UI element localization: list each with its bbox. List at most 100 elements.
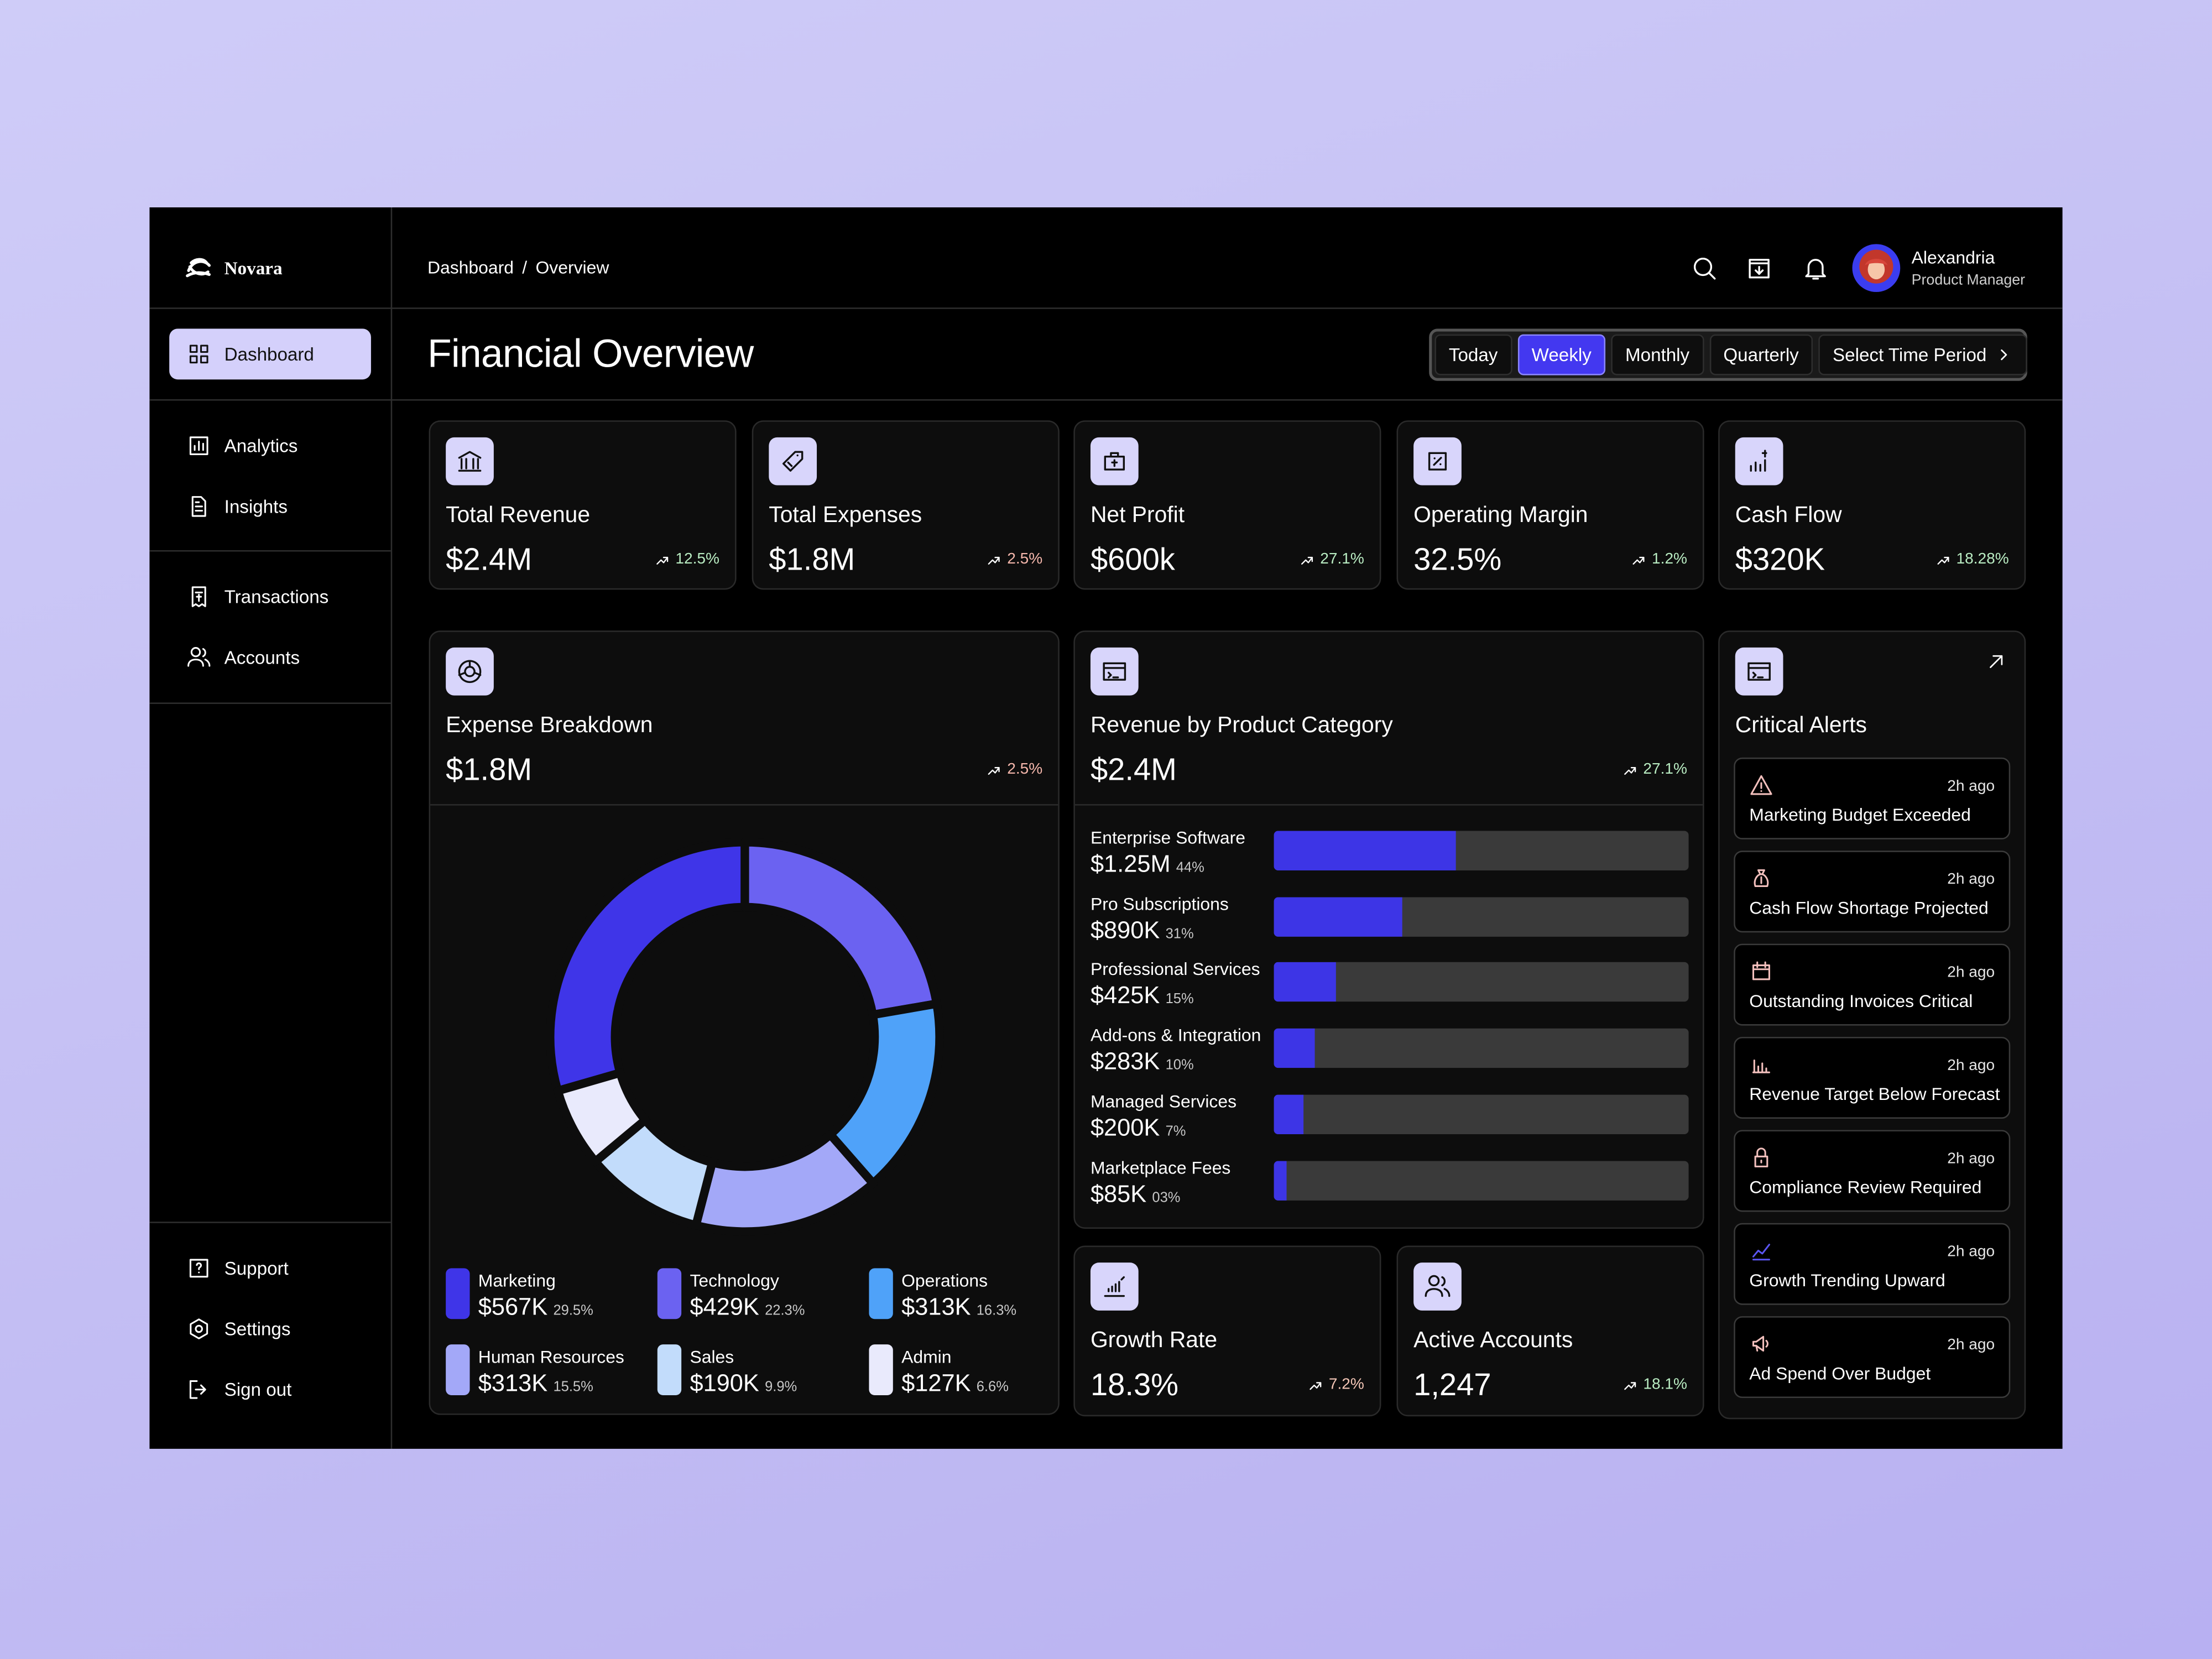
nav-item[interactable]: Transactions <box>169 571 371 622</box>
metric-label: Net Profit <box>1090 503 1185 528</box>
category-percent: 44% <box>1176 860 1204 877</box>
time-filter-button[interactable]: Monthly <box>1611 334 1704 375</box>
legend-swatch <box>869 1268 893 1319</box>
nav-icon <box>191 586 206 607</box>
nav-footer-item[interactable]: Support <box>169 1243 371 1293</box>
user-role: Product Manager <box>1911 272 2026 289</box>
icon-badge <box>1090 437 1139 486</box>
avatar[interactable] <box>1851 243 1902 294</box>
nav-item[interactable]: Analytics <box>169 420 371 471</box>
legend-amount: $313K <box>478 1370 548 1397</box>
icon-badge <box>1090 1262 1139 1311</box>
alert-item[interactable]: 2h ago Outstanding Invoices Critical <box>1734 943 2011 1026</box>
category-amount: $1.25M <box>1090 851 1171 878</box>
nav-icon <box>189 436 208 455</box>
time-filter-label: Weekly <box>1531 344 1592 366</box>
time-filter-group: Today Weekly Monthly Quarterly Select Time P… <box>1429 328 2028 381</box>
legend-amount: $127K <box>901 1370 971 1397</box>
legend-percent: 15.5% <box>553 1379 593 1395</box>
category-label: Professional Services <box>1090 959 1260 980</box>
nav-label: Settings <box>224 1318 291 1340</box>
header-icon-search[interactable] <box>1690 254 1718 282</box>
bar-track <box>1274 1160 1689 1200</box>
badge-icon-glyph <box>1428 452 1447 471</box>
legend-value-row: $190K 9.9% <box>690 1371 797 1395</box>
donut-segment <box>691 1130 878 1236</box>
change-arrow <box>988 556 1000 565</box>
alert-time: 2h ago <box>1947 1337 1995 1354</box>
time-filter-button[interactable]: Today <box>1434 334 1512 375</box>
donut-segment <box>740 838 941 1019</box>
badge-icon-glyph <box>1103 662 1126 681</box>
nav-icon-glyph <box>191 496 206 517</box>
badge-icon <box>1428 452 1447 471</box>
nav-item[interactable]: Insights <box>169 481 371 532</box>
category-value-row: $425K 15% <box>1091 984 1194 1008</box>
badge-icon <box>458 660 482 684</box>
alert-icon-glyph <box>1752 1059 1770 1073</box>
change-arrow-glyph <box>1624 1382 1636 1390</box>
change-arrow <box>1624 1382 1636 1390</box>
legend-label: Human Resources <box>478 1347 624 1367</box>
alert-time: 2h ago <box>1947 1243 1995 1261</box>
legend-percent: 29.5% <box>553 1303 593 1319</box>
expense-card: Expense Breakdown $1.8M 2.5% Marketing $567K… <box>429 630 1060 1415</box>
change-indicator: 18.1% <box>1622 1377 1687 1393</box>
alert-item[interactable]: 2h ago Compliance Review Required <box>1734 1130 2011 1212</box>
metric-value: $2.4M <box>446 541 533 577</box>
legend-value-row: $127K 6.6% <box>901 1371 1009 1395</box>
legend-label: Marketing <box>478 1271 556 1291</box>
change-arrow-glyph <box>1937 556 1949 565</box>
time-filter-button[interactable]: Quarterly <box>1709 334 1813 375</box>
category-value-row: $283K 10% <box>1091 1050 1194 1073</box>
nav-footer-item[interactable]: Sign out <box>169 1364 371 1415</box>
alert-title: Outstanding Invoices Critical <box>1749 991 1973 1011</box>
avatar-fringe <box>1865 259 1888 265</box>
change-indicator: 12.5% <box>654 551 719 568</box>
alert-icon-glyph <box>1754 1147 1768 1167</box>
alert-item[interactable]: 2h ago Ad Spend Over Budget <box>1734 1316 2011 1399</box>
metric-card: Growth Rate 18.3% 7.2% <box>1073 1245 1381 1417</box>
alert-item[interactable]: 2h ago Cash Flow Shortage Projected <box>1734 851 2011 933</box>
alert-item[interactable]: 2h ago Revenue Target Below Forecast <box>1734 1037 2011 1119</box>
open-link-glyph <box>1990 655 2003 668</box>
category-label: Managed Services <box>1090 1091 1237 1112</box>
icon-badge <box>446 647 494 696</box>
legend-value-row: $429K 22.3% <box>690 1295 805 1319</box>
category-value-row: $200K 7% <box>1091 1115 1186 1139</box>
breadcrumb-item[interactable]: Dashboard <box>427 258 514 278</box>
alert-icon <box>1750 775 1772 795</box>
donut-segment <box>554 1068 650 1166</box>
sidebar-section-divider <box>149 702 391 704</box>
nav-label: Dashboard <box>224 343 314 365</box>
alert-icon-glyph <box>1752 1244 1770 1261</box>
nav-item[interactable]: Dashboard <box>169 328 371 380</box>
alert-time: 2h ago <box>1947 1150 1995 1167</box>
category-amount: $425K <box>1090 982 1160 1009</box>
nav-footer-item[interactable]: Settings <box>169 1303 371 1354</box>
alert-item[interactable]: 2h ago Growth Trending Upward <box>1734 1223 2011 1305</box>
change-arrow-glyph <box>1301 556 1313 565</box>
badge-icon <box>1104 452 1125 471</box>
time-filter-button[interactable]: Select Time Period <box>1818 334 2028 375</box>
nav-item[interactable]: Accounts <box>169 632 371 683</box>
donut-chart <box>546 838 944 1236</box>
alert-icon-glyph <box>1752 961 1770 980</box>
bar-track <box>1274 1028 1689 1068</box>
header-icon-inbox[interactable] <box>1745 254 1773 282</box>
time-filter-button[interactable]: Weekly <box>1517 334 1606 375</box>
header-icon-search-glyph <box>1694 257 1716 280</box>
legend-amount: $313K <box>901 1293 971 1321</box>
legend-percent: 16.3% <box>976 1303 1017 1319</box>
alert-title: Compliance Review Required <box>1749 1177 1982 1198</box>
metric-value: $1.8M <box>769 541 855 577</box>
brand-name: Novara <box>224 257 283 279</box>
breadcrumb-item[interactable]: Overview <box>535 258 609 278</box>
alert-item[interactable]: 2h ago Marketing Budget Exceeded <box>1734 757 2011 839</box>
header-icon-bell[interactable] <box>1802 254 1830 282</box>
legend-swatch <box>446 1268 470 1319</box>
nav-label: Accounts <box>224 646 300 668</box>
alert-icon <box>1754 869 1769 888</box>
open-link[interactable] <box>1985 650 2007 673</box>
nav-label: Support <box>224 1258 289 1279</box>
